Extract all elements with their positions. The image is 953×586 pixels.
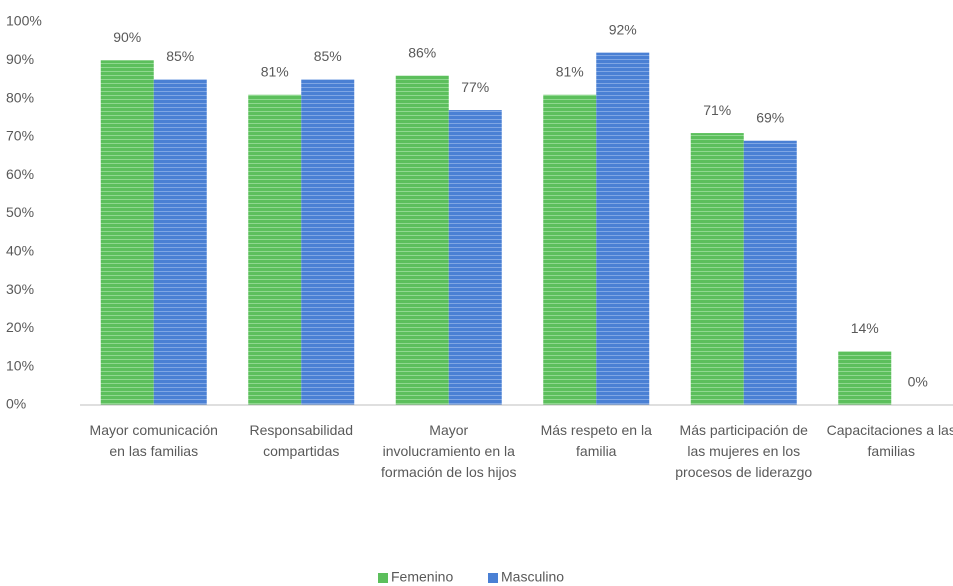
value-label: 86% (408, 44, 436, 60)
x-tick-label: Mayor involucramiento en la formación de… (381, 422, 517, 480)
legend-label: Femenino (391, 569, 453, 585)
legend-label: Masculino (501, 569, 564, 585)
y-tick-label: 10% (6, 357, 34, 373)
bar (301, 79, 355, 405)
bar (690, 133, 744, 405)
value-label: 71% (703, 102, 731, 118)
value-label: 90% (113, 29, 141, 45)
bar (395, 75, 449, 406)
bar (543, 94, 597, 406)
x-tick-label: Mayor comunicación en las familias (89, 422, 218, 459)
x-tick-label: Más participación de las mujeres en los … (675, 422, 813, 480)
value-label: 81% (261, 63, 289, 79)
x-tick-label: Responsabilidad compartidas (249, 422, 354, 459)
value-label: 69% (756, 109, 784, 125)
bar (153, 79, 207, 405)
y-tick-label: 50% (6, 204, 34, 220)
bar (248, 94, 302, 406)
y-tick-label: 0% (6, 396, 26, 412)
value-label: 85% (166, 48, 194, 64)
y-tick-label: 60% (6, 166, 34, 182)
y-tick-label: 90% (6, 51, 34, 67)
bar (100, 60, 154, 406)
y-tick-label: 40% (6, 243, 34, 259)
value-label: 14% (851, 320, 879, 336)
value-label: 92% (609, 21, 637, 37)
value-label: 0% (908, 374, 928, 390)
y-tick-label: 100% (6, 13, 42, 29)
bar (596, 52, 650, 405)
legend-swatch (378, 573, 388, 583)
x-tick-label: Más respeto en la familia (540, 422, 652, 459)
y-tick-label: 20% (6, 319, 34, 335)
legend-swatch (488, 573, 498, 583)
bar (448, 110, 502, 405)
bar (838, 351, 892, 405)
bar (743, 140, 797, 406)
value-label: 77% (461, 79, 489, 95)
y-tick-label: 80% (6, 89, 34, 105)
value-label: 81% (556, 63, 584, 79)
y-tick-label: 30% (6, 281, 34, 297)
value-label: 85% (314, 48, 342, 64)
x-tick-label: Capacitaciones a las familias (826, 422, 953, 459)
y-tick-label: 70% (6, 128, 34, 144)
